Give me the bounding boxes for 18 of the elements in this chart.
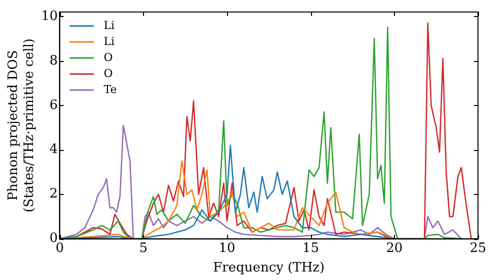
x-tick-label: 25: [470, 240, 486, 256]
y-tick-label: 6: [49, 98, 58, 113]
legend-label: O: [104, 50, 113, 64]
y-axis-title: Phonon projected DOS (States/THz·primitive cell): [6, 38, 37, 212]
legend-label: Li: [104, 18, 116, 32]
x-tick-label: 20: [386, 240, 403, 256]
y-tick-label: 0: [49, 231, 58, 246]
y-tick-label: 2: [49, 186, 58, 202]
y-tick-label: 4: [49, 142, 58, 158]
x-tick-label: 15: [302, 240, 319, 256]
legend-label: Li: [104, 34, 116, 48]
legend-label: O: [104, 66, 113, 80]
y-tick-label: 8: [49, 53, 58, 68]
x-tick-label: 10: [218, 240, 236, 256]
y-tick-label: 10: [41, 8, 58, 24]
x-tick-label: 5: [139, 240, 148, 256]
x-axis-title: Frequency (THz): [213, 260, 325, 276]
legend-label: Te: [104, 82, 117, 96]
